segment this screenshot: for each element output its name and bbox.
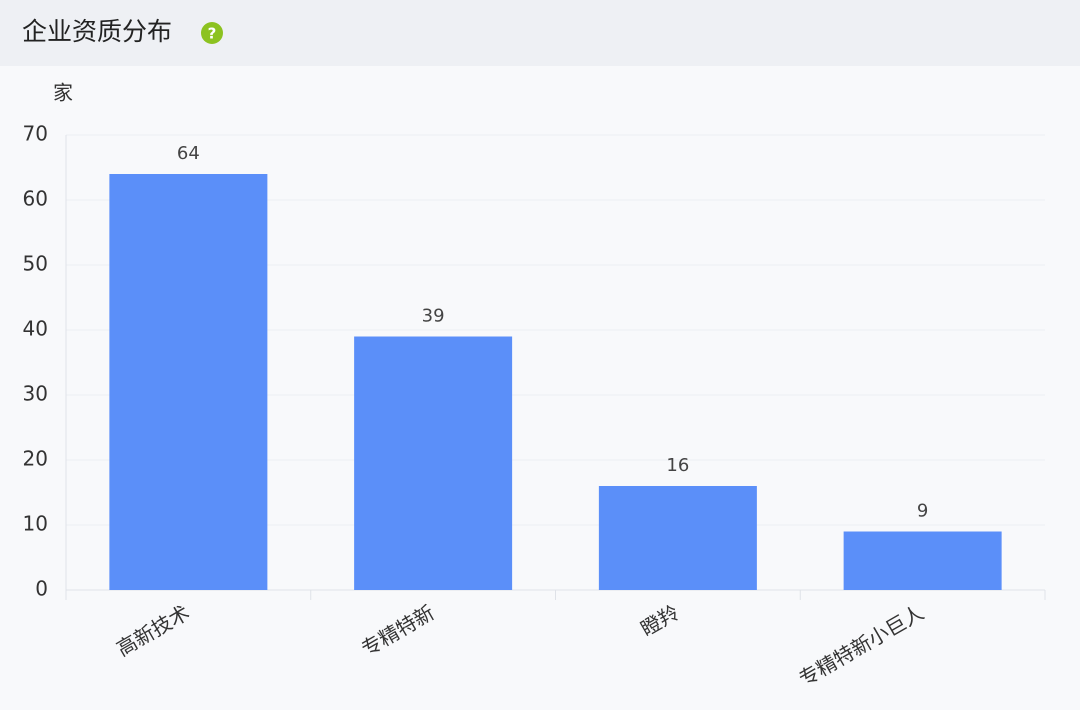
y-tick-label: 40 — [23, 317, 48, 341]
y-tick-label: 10 — [23, 512, 48, 536]
value-label: 39 — [422, 306, 445, 327]
bar — [598, 486, 757, 590]
y-tick-label: 20 — [23, 447, 48, 471]
x-tick-label: 专精特新小巨人 — [795, 600, 928, 691]
bar — [109, 174, 268, 590]
y-tick-label: 70 — [23, 122, 48, 146]
chart-title: 企业资质分布 — [22, 17, 172, 46]
y-tick-label: 50 — [23, 252, 48, 276]
value-label: 9 — [917, 501, 928, 522]
y-tick-label: 0 — [35, 577, 48, 601]
value-label: 16 — [666, 455, 689, 476]
bar — [354, 336, 513, 590]
header — [0, 0, 1080, 66]
value-label: 64 — [177, 143, 200, 164]
y-tick-label: 30 — [23, 382, 48, 406]
y-tick-label: 60 — [23, 187, 48, 211]
x-tick-label: 专精特新 — [357, 600, 438, 661]
x-tick-label: 瞪羚 — [636, 600, 683, 641]
bar — [843, 531, 1002, 590]
y-axis-label: 家 — [53, 81, 73, 105]
help-icon[interactable]: ? — [201, 22, 223, 44]
x-tick-label: 高新技术 — [112, 600, 193, 661]
svg-text:?: ? — [208, 25, 217, 43]
